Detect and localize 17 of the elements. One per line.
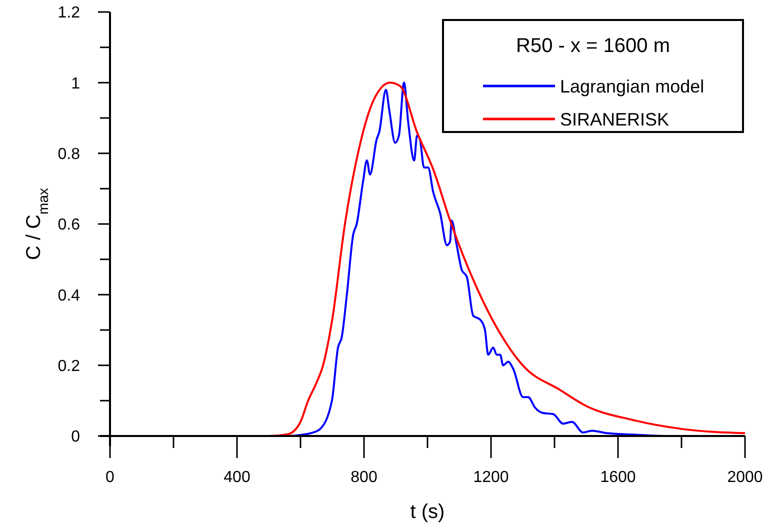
y-tick-label: 0.4 — [58, 287, 80, 304]
x-tick-label: 400 — [224, 469, 250, 486]
x-tick-label: 0 — [106, 469, 115, 486]
y-tick-label: 0 — [71, 428, 80, 446]
x-tick-label: 1600 — [600, 469, 636, 486]
x-tick-label: 1200 — [473, 469, 509, 486]
y-tick-label: 1.2 — [58, 4, 80, 22]
x-axis-title: t (s) — [410, 501, 445, 523]
legend-title: R50 - x = 1600 m — [516, 35, 670, 57]
y-tick-label: 1 — [71, 75, 80, 92]
legend-label: Lagrangian model — [560, 76, 704, 96]
legend-label: SIRANERISK — [560, 109, 670, 130]
x-tick-label: 2000 — [727, 469, 763, 486]
y-tick-label: 0.2 — [58, 358, 80, 375]
y-tick-label: 0.6 — [58, 216, 80, 234]
x-tick-label: 800 — [350, 469, 378, 486]
y-tick-label: 0.8 — [58, 146, 80, 163]
